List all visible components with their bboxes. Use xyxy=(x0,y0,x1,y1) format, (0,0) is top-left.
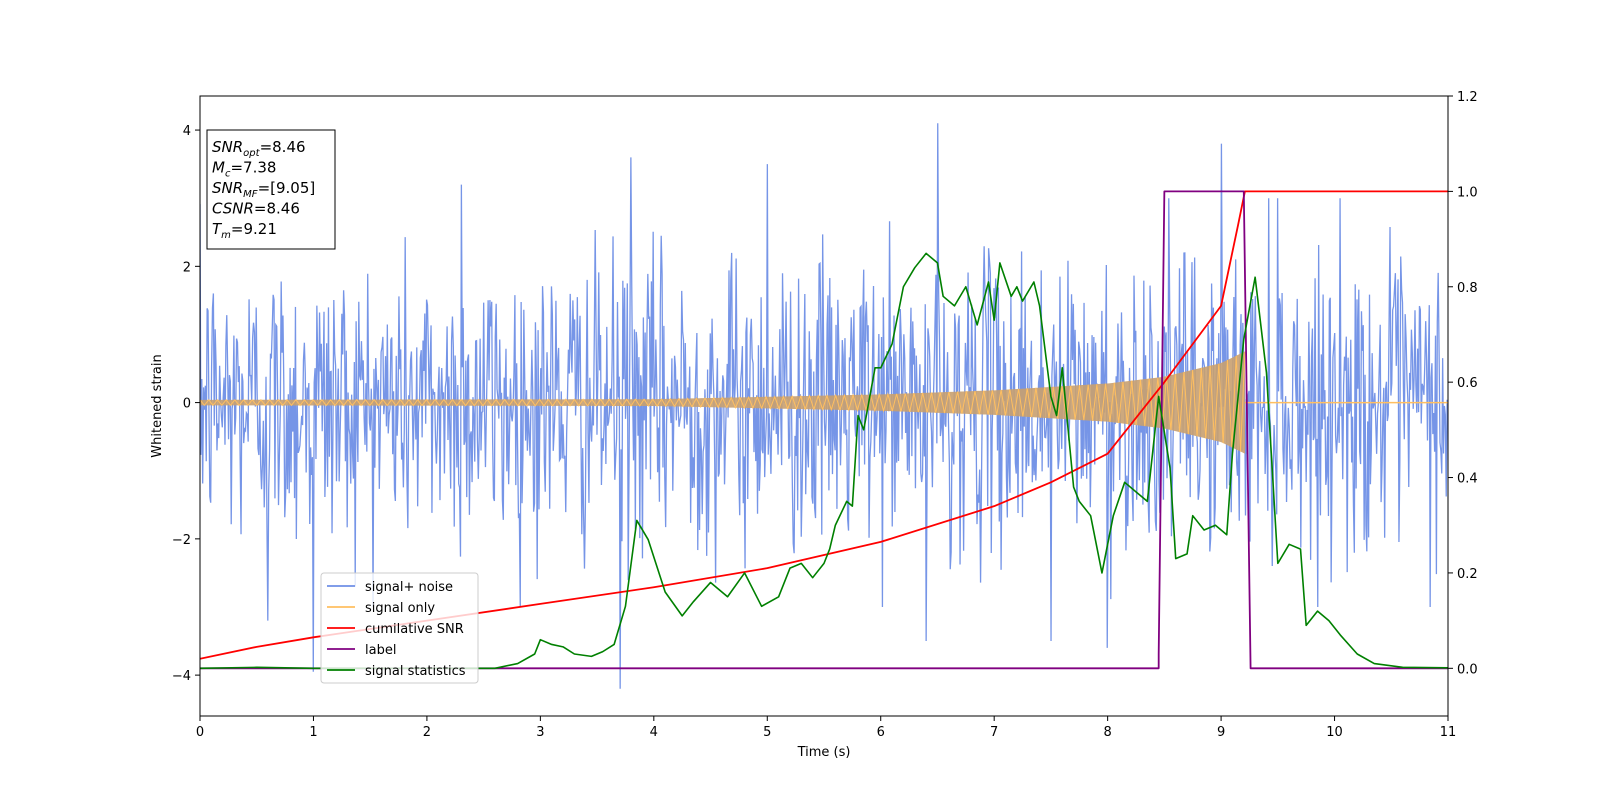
annotation-line: CSNR=8.46 xyxy=(212,200,300,218)
legend: signal+ noise signal only cumilative SNR la… xyxy=(320,572,479,684)
annotation-box: SNRopt=8.46Mc=7.38SNRMF=[9.05]CSNR=8.46T… xyxy=(206,129,336,250)
annotation-symbol: M xyxy=(212,159,225,177)
series-label xyxy=(200,190,1448,670)
x-tick-label: 1 xyxy=(309,725,317,740)
annotation-value: =7.38 xyxy=(230,159,276,177)
annotation-line: Tm=9.21 xyxy=(212,220,277,241)
annotation-subscript: c xyxy=(225,169,231,180)
annotation-line: Mc=7.38 xyxy=(212,159,276,180)
y-tick-label: 2 xyxy=(183,260,191,275)
x-tick-label: 5 xyxy=(763,725,771,740)
annotation-symbol: CSNR xyxy=(212,200,254,218)
axes-frame xyxy=(199,95,1449,717)
x-tick-label: 7 xyxy=(990,725,998,740)
annotation-line: SNRopt=8.46 xyxy=(212,138,306,159)
x-tick-label: 8 xyxy=(1103,725,1111,740)
legend-label: label xyxy=(365,643,396,658)
annotation-value: =9.21 xyxy=(231,220,277,238)
legend-label: signal+ noise xyxy=(365,580,453,595)
y2-tick-label: 0.0 xyxy=(1457,662,1478,677)
x-tick-label: 2 xyxy=(423,725,431,740)
x-tick-label: 9 xyxy=(1217,725,1225,740)
y-axis-label: Whitened strain xyxy=(150,354,165,457)
x-tick-label: 11 xyxy=(1440,725,1457,740)
series-signal-statistics xyxy=(200,252,1448,670)
y-tick-label: 0 xyxy=(183,397,191,412)
x-tick-label: 4 xyxy=(650,725,658,740)
x-tick-label: 0 xyxy=(196,725,204,740)
annotation-symbol: SNR xyxy=(212,138,243,156)
series-signal-only xyxy=(200,351,1246,452)
y-tick-label: 4 xyxy=(183,124,191,139)
annotation-subscript: MF xyxy=(243,189,258,200)
x-tick-label: 6 xyxy=(877,725,885,740)
y-tick-label: −4 xyxy=(172,669,191,684)
y2-tick-label: 0.4 xyxy=(1457,472,1478,487)
legend-frame xyxy=(320,572,479,684)
y2-tick-label: 0.2 xyxy=(1457,567,1478,582)
annotation-line: SNRMF=[9.05] xyxy=(212,179,315,200)
y-axis-left: −4 −2 0 2 4 xyxy=(172,124,200,684)
x-tick-label: 3 xyxy=(536,725,544,740)
annotation-subscript: m xyxy=(221,230,231,241)
x-axis-label: Time (s) xyxy=(797,745,851,760)
y2-tick-label: 1.0 xyxy=(1457,185,1478,200)
annotation-value: =8.46 xyxy=(254,200,300,218)
y-axis-right: 0.0 0.2 0.4 0.6 0.8 1.0 1.2 xyxy=(1448,90,1478,677)
legend-label: signal statistics xyxy=(365,664,466,679)
x-axis: 0 1 2 3 4 5 6 7 8 9 10 11 xyxy=(196,716,1456,740)
annotation-value: =8.46 xyxy=(260,138,306,156)
y-tick-label: −2 xyxy=(172,533,191,548)
legend-label: signal only xyxy=(365,601,435,616)
y2-tick-label: 0.6 xyxy=(1457,376,1478,391)
legend-label: cumilative SNR xyxy=(365,622,464,637)
x-tick-label: 10 xyxy=(1326,725,1343,740)
annotation-value: =[9.05] xyxy=(258,179,316,197)
y2-tick-label: 0.8 xyxy=(1457,281,1478,296)
annotation-symbol: T xyxy=(212,220,223,238)
annotation-box-frame xyxy=(206,129,336,250)
series-signal-only-envelope xyxy=(200,351,1245,454)
annotation-symbol: SNR xyxy=(212,179,243,197)
annotation-subscript: opt xyxy=(243,148,260,159)
y2-tick-label: 1.2 xyxy=(1457,90,1478,105)
